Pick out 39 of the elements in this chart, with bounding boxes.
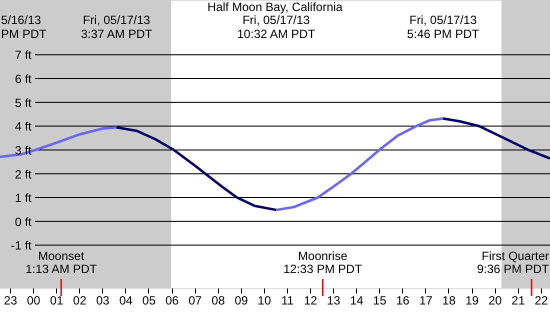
- x-tick-label: 16: [396, 294, 410, 308]
- x-tick-label: 00: [26, 294, 41, 308]
- x-tick-label: 11: [281, 294, 294, 308]
- y-tick-label: 6 ft: [14, 72, 32, 86]
- x-tick-label: 19: [465, 294, 480, 308]
- x-tick-label: 03: [96, 294, 110, 308]
- x-tick-label: 12: [304, 294, 318, 308]
- annotation: Fri, 05/17/13 3:37 AM PDT: [80, 13, 153, 41]
- x-tick-label: 01: [50, 294, 64, 308]
- x-tick-label: 22: [534, 294, 548, 308]
- y-tick-label: 0 ft: [14, 214, 32, 229]
- x-tick-label: 08: [212, 294, 226, 308]
- x-tick-label: 18: [442, 294, 456, 308]
- chart-title: Half Moon Bay, California: [207, 0, 343, 14]
- x-tick-label: 21: [512, 294, 526, 308]
- x-tick-label: 06: [165, 294, 180, 308]
- annotation: Fri, 05/17/13 5:46 PM PDT: [407, 13, 480, 41]
- y-tick-label: 7 ft: [14, 48, 32, 62]
- ref-line-label: First Quarter 9:36 PM PDT: [476, 249, 550, 276]
- x-tick-label: 17: [419, 294, 433, 308]
- x-tick-label: 02: [73, 294, 87, 308]
- x-tick-label: 23: [4, 294, 18, 308]
- y-tick-label: 4 ft: [14, 120, 32, 134]
- x-tick-label: 09: [234, 294, 248, 308]
- x-tick-label: 10: [258, 294, 272, 308]
- x-tick-label: 07: [188, 294, 202, 308]
- annotation: 5/16/13 PM PDT: [1, 13, 48, 41]
- x-tick-label: 15: [373, 294, 387, 308]
- annotation: Fri, 05/17/13 10:32 AM PDT: [237, 13, 316, 41]
- x-tick-label: 04: [119, 294, 133, 308]
- x-tick-label: 14: [350, 294, 364, 308]
- x-tick-label: 05: [142, 294, 156, 308]
- y-tick-label: 3 ft: [14, 143, 32, 158]
- ref-line-label: Moonrise 12:33 PM PDT: [283, 249, 363, 276]
- y-tick-label: 5 ft: [14, 96, 32, 110]
- x-tick-label: 13: [326, 294, 341, 308]
- x-tick-label: 20: [488, 294, 502, 308]
- y-tick-label: 1 ft: [14, 191, 32, 206]
- y-tick-label: 2 ft: [14, 167, 32, 182]
